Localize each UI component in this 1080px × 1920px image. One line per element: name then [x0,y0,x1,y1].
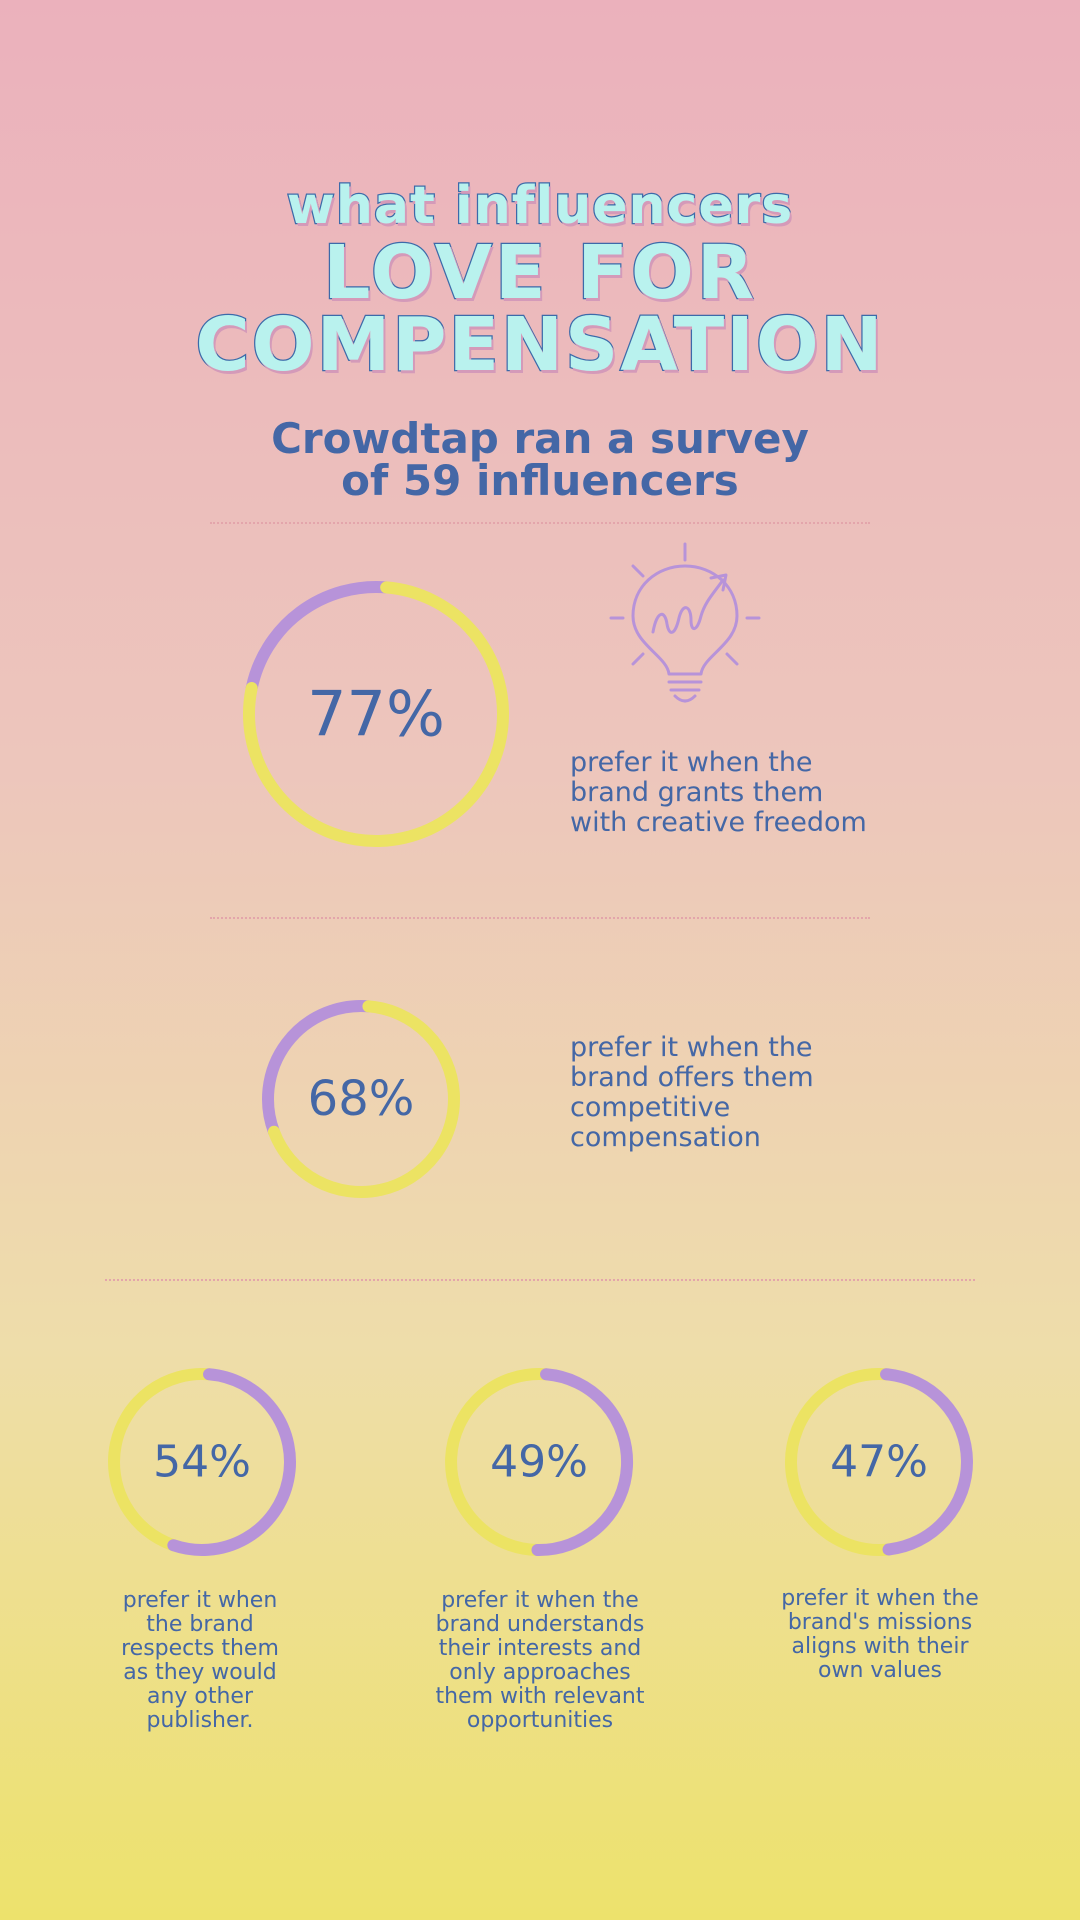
stat-3-caption-line: prefer it when [122,1588,278,1613]
stat-4-caption-line: their interests and [438,1636,642,1661]
survey-subtitle: Crowdtap ran a survey of 59 influencers [0,418,1080,502]
stat-1-caption-line: prefer it when the [570,747,813,778]
donut-remainder-arc [785,1368,895,1556]
donut-value-arc [167,1368,296,1556]
donut-value-arc [243,581,509,847]
donut-chart-stat-4: 49% [445,1368,634,1556]
stat-5-caption-line: prefer it when the [781,1586,979,1611]
stat-1-caption-line: brand grants them [570,777,824,808]
donut-percent-label: 68% [308,1071,415,1127]
stat-5-caption-line: brand's missions [787,1610,973,1635]
title-line-3: COMPENSATION [194,302,885,388]
stat-4-caption-line: brand understands [435,1612,645,1637]
donut-chart-stat-2: 68% [262,1000,460,1198]
stat-1-caption-line: with creative freedom [570,807,867,838]
stat-3-caption: prefer it when the brand respects them a… [80,1589,320,1733]
stat-5-caption-line: own values [818,1658,942,1683]
stat-5-caption-line: aligns with their [791,1634,969,1659]
stat-2-caption: prefer it when the brand offers them com… [570,1033,814,1153]
divider-3 [105,1279,975,1281]
stat-4-caption-line: only approaches [449,1660,631,1685]
donut-value-arc [531,1368,634,1556]
stat-2-caption-line: prefer it when the [570,1032,813,1063]
lightbulb-growth-icon [609,542,761,703]
stat-2-caption-line: competitive [570,1092,731,1123]
donut-chart-stat-1: 77% [243,581,509,847]
stat-4-caption-line: opportunities [466,1708,614,1733]
donut-remainder-arc [262,1000,375,1138]
stat-1-caption: prefer it when the brand grants them wit… [570,748,867,838]
donut-chart-stat-5: 47% [785,1368,973,1556]
title-line-1: what influencers [286,176,794,236]
stat-3-caption-line: publisher. [146,1708,254,1733]
stat-2-caption-line: brand offers them [570,1062,814,1093]
survey-line-2: of 59 influencers [341,456,739,505]
stat-2-caption-line: compensation [570,1122,761,1153]
donut-value-arc [267,1000,460,1198]
title-line-2: LOVE FOR [322,230,757,316]
stat-3-caption-line: any other [146,1684,254,1709]
stat-3-caption-line: the brand [146,1612,254,1637]
donut-percent-label: 49% [490,1437,588,1488]
donut-value-arc [880,1368,973,1556]
stat-4-caption: prefer it when the brand understands the… [400,1589,680,1733]
stat-3-caption-line: respects them [121,1636,279,1661]
stat-5-caption: prefer it when the brand's missions alig… [745,1587,1015,1683]
donut-remainder-arc [245,581,393,695]
stat-4-caption-line: them with relevant [435,1684,645,1709]
donut-chart-stat-3: 54% [108,1368,296,1556]
donut-percent-label: 54% [153,1437,251,1488]
divider-1 [210,522,870,524]
stat-4-caption-line: prefer it when the [441,1588,639,1613]
stat-3-caption-line: as they would [123,1660,277,1685]
survey-line-1: Crowdtap ran a survey [271,414,809,463]
donut-percent-label: 77% [307,678,445,751]
donut-percent-label: 47% [830,1437,928,1488]
donut-remainder-arc [445,1368,553,1556]
donut-remainder-arc [108,1368,216,1552]
divider-2 [210,917,870,919]
